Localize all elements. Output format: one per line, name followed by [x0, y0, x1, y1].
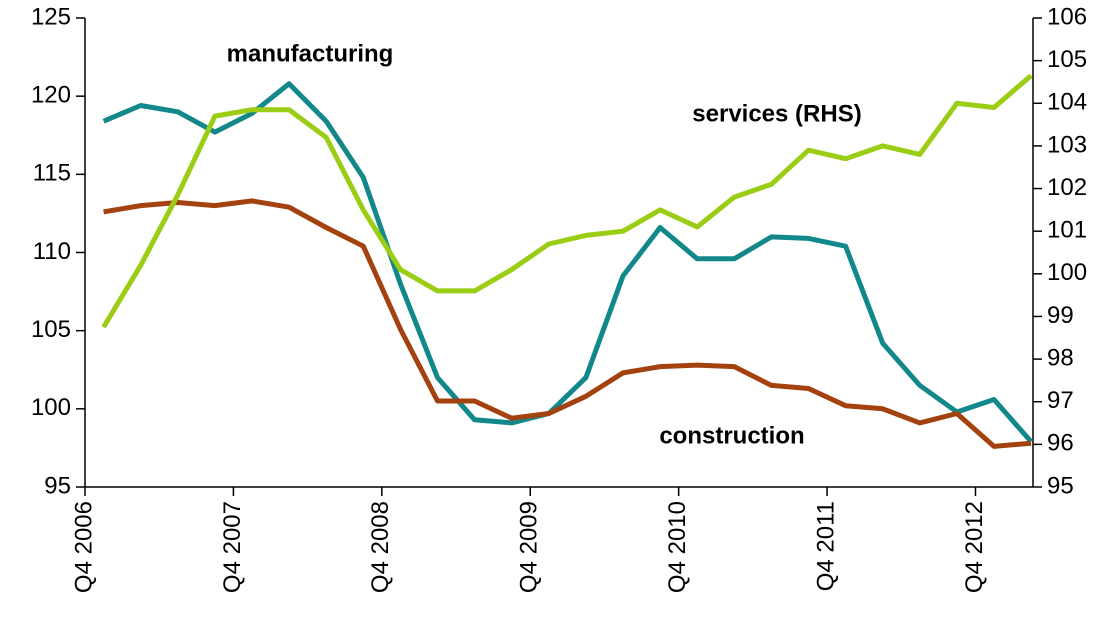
- series-line: [103, 198, 1032, 449]
- series-label: services (RHS): [692, 100, 861, 127]
- y-tick-label: 125: [31, 3, 71, 30]
- series-line: [102, 81, 1033, 444]
- y2-tick-label: 101: [1047, 217, 1087, 244]
- y-tick-label: 115: [33, 160, 71, 187]
- x-tick-label: Q4 2008: [367, 501, 394, 593]
- y2-tick-label: 99: [1047, 302, 1074, 329]
- y-tick-label: 105: [31, 316, 71, 343]
- y2-tick-label: 105: [1047, 46, 1087, 73]
- y2-tick-label: 106: [1047, 3, 1087, 30]
- x-tick-label: Q4 2009: [516, 501, 543, 593]
- series-label: construction: [659, 422, 804, 449]
- x-tick-label: Q4 2012: [961, 501, 988, 593]
- y2-tick-label: 97: [1047, 387, 1074, 414]
- y2-tick-label: 102: [1047, 174, 1087, 201]
- y-tick-label: 110: [33, 238, 71, 265]
- y2-tick-label: 103: [1047, 131, 1087, 158]
- series-label: manufacturing: [227, 40, 394, 67]
- y2-tick-label: 95: [1047, 472, 1074, 499]
- y-tick-label: 120: [31, 82, 71, 109]
- y-tick-label: 100: [31, 394, 71, 421]
- y2-tick-label: 104: [1047, 89, 1087, 116]
- y2-tick-label: 100: [1047, 259, 1087, 286]
- x-tick-label: Q4 2007: [219, 501, 246, 593]
- y-tick-label: 95: [44, 472, 71, 499]
- x-tick-label: Q4 2006: [70, 501, 97, 593]
- series-line: [101, 73, 1033, 329]
- x-tick-label: Q4 2011: [812, 501, 839, 591]
- x-tick-label: Q4 2010: [664, 501, 691, 593]
- y2-tick-label: 96: [1047, 430, 1074, 457]
- y2-tick-label: 98: [1047, 344, 1074, 371]
